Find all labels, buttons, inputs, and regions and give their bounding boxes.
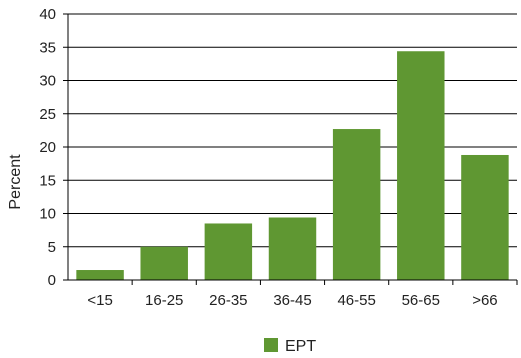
x-tick-label: >66	[472, 292, 497, 309]
legend: EPT	[264, 338, 316, 355]
y-tick-label: 15	[39, 172, 56, 189]
legend-swatch-ept	[264, 338, 278, 352]
x-axis-ticks: <15 16-25 26-35 36-45 46-55 56-65 >66	[87, 280, 518, 309]
y-axis-title: Percent	[7, 154, 24, 210]
bars	[76, 51, 509, 280]
gridlines	[68, 13, 517, 248]
x-tick-label: 56-65	[402, 292, 440, 309]
y-tick-label: 40	[39, 6, 56, 23]
x-tick-label: 46-55	[337, 292, 375, 309]
x-tick-label: 36-45	[273, 292, 311, 309]
bar-5	[332, 129, 381, 280]
y-tick-label: 25	[39, 106, 56, 123]
bar-7	[461, 154, 509, 280]
y-axis-ticks: 0 5 10 15 20 25 30 35 40	[39, 6, 68, 289]
x-tick-label: <15	[87, 292, 112, 309]
y-tick-label: 20	[39, 139, 56, 156]
bar-6	[397, 51, 445, 280]
y-tick-label: 5	[48, 239, 56, 256]
x-tick-label: 16-25	[145, 292, 183, 309]
bar-1	[76, 270, 124, 280]
bar-4	[268, 217, 317, 280]
y-tick-label: 30	[39, 73, 56, 90]
y-tick-label: 0	[48, 272, 56, 289]
x-tick-label: 26-35	[209, 292, 247, 309]
bar-2	[140, 246, 188, 280]
y-tick-label: 10	[39, 206, 56, 223]
bar-3	[204, 223, 253, 280]
y-tick-label: 35	[39, 39, 56, 56]
legend-label-ept: EPT	[285, 338, 316, 355]
